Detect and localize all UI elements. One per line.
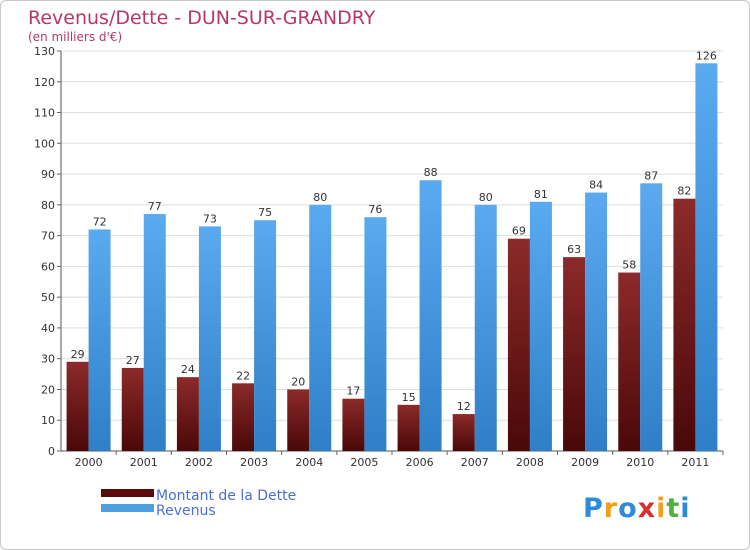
- bar-revenus-2010: [640, 183, 663, 452]
- ytick-label-90: 90: [41, 168, 55, 181]
- xtick-label-2001: 2001: [130, 456, 158, 469]
- xtick-label-2000: 2000: [75, 456, 103, 469]
- xtick-label-2011: 2011: [681, 456, 709, 469]
- ytick-label-100: 100: [34, 137, 55, 150]
- bar-debt-2009: [563, 257, 586, 451]
- data-label-revenus-2007: 80: [479, 191, 493, 204]
- proxiti-logo: Proxiti: [583, 493, 691, 524]
- data-label-revenus-2011: 126: [696, 49, 717, 62]
- data-label-debt-2011: 82: [677, 185, 691, 198]
- ytick-label-0: 0: [48, 445, 55, 458]
- bar-debt-2010: [618, 272, 641, 451]
- ytick-label-50: 50: [41, 291, 55, 304]
- bar-debt-2006: [397, 404, 420, 451]
- ytick-label-130: 130: [34, 45, 55, 58]
- bar-debt-2001: [121, 367, 144, 451]
- xtick-label-2005: 2005: [350, 456, 378, 469]
- xtick-label-2004: 2004: [295, 456, 323, 469]
- bar-revenus-2005: [364, 217, 387, 451]
- bar-revenus-2006: [419, 180, 442, 451]
- ytick-label-70: 70: [41, 230, 55, 243]
- data-labels: 29 72 27 77 24 73 22 75 20 80 17 76 15 88 12 80 69 81 63 84…: [71, 49, 717, 413]
- bar-debt-2008: [507, 238, 530, 451]
- data-label-debt-2009: 63: [567, 243, 581, 256]
- bar-revenus-2009: [585, 192, 608, 452]
- axes: 0 10 20 30 40 50 60 70 80 90 100 110 120 130 2000 2001 2…: [34, 45, 724, 469]
- legend-label-debt: Montant de la Dette: [156, 488, 296, 504]
- bar-debt-2002: [176, 377, 199, 451]
- xtick-label-2006: 2006: [406, 456, 434, 469]
- ytick-label-110: 110: [34, 107, 55, 120]
- data-label-revenus-2003: 75: [258, 206, 272, 219]
- bar-revenus-2011: [695, 63, 718, 452]
- ytick-label-30: 30: [41, 353, 55, 366]
- ytick-label-80: 80: [41, 199, 55, 212]
- bar-debt-2000: [66, 361, 89, 451]
- ytick-label-10: 10: [41, 414, 55, 427]
- data-label-revenus-2000: 72: [93, 215, 107, 228]
- ytick-label-40: 40: [41, 322, 55, 335]
- bar-debt-2003: [232, 383, 255, 451]
- bar-revenus-2001: [143, 214, 166, 451]
- logo-letter: t: [666, 493, 680, 524]
- chart-subtitle: (en milliers d'€): [28, 30, 122, 44]
- data-label-debt-2001: 27: [126, 354, 140, 367]
- logo-letter: o: [618, 493, 638, 524]
- data-label-debt-2003: 22: [236, 369, 250, 382]
- data-label-revenus-2010: 87: [644, 169, 658, 182]
- bars: [66, 63, 718, 452]
- bar-debt-2011: [673, 198, 696, 451]
- data-label-debt-2007: 12: [457, 400, 471, 413]
- data-label-debt-2010: 58: [622, 259, 636, 272]
- grid-lines: [61, 50, 723, 421]
- legend-swatch-revenus: [101, 504, 154, 512]
- bar-revenus-2004: [309, 204, 332, 451]
- data-label-debt-2006: 15: [402, 391, 416, 404]
- data-label-debt-2004: 20: [291, 375, 305, 388]
- logo-letter: P: [583, 493, 604, 524]
- data-label-debt-2000: 29: [71, 348, 85, 361]
- logo-letter: x: [638, 493, 656, 524]
- bar-revenus-2000: [88, 229, 111, 451]
- legend-swatch-debt: [101, 489, 154, 497]
- logo-letter: i: [656, 493, 666, 524]
- data-label-revenus-2009: 84: [589, 179, 603, 192]
- legend: Montant de la Dette Revenus: [101, 488, 296, 519]
- bar-revenus-2007: [474, 204, 497, 451]
- data-label-revenus-2005: 76: [368, 203, 382, 216]
- bar-revenus-2002: [198, 226, 221, 451]
- bar-revenus-2008: [529, 201, 552, 451]
- xtick-label-2003: 2003: [240, 456, 268, 469]
- ytick-label-60: 60: [41, 260, 55, 273]
- data-label-debt-2002: 24: [181, 363, 195, 376]
- legend-label-revenus: Revenus: [156, 503, 216, 519]
- bar-revenus-2003: [254, 220, 277, 451]
- data-label-revenus-2002: 73: [203, 212, 217, 225]
- data-label-debt-2008: 69: [512, 225, 526, 238]
- data-label-revenus-2008: 81: [534, 188, 548, 201]
- xtick-label-2009: 2009: [571, 456, 599, 469]
- data-label-revenus-2006: 88: [424, 166, 438, 179]
- bar-debt-2005: [342, 398, 365, 451]
- data-label-revenus-2001: 77: [148, 200, 162, 213]
- ytick-label-120: 120: [34, 76, 55, 89]
- logo-letter: i: [680, 493, 690, 524]
- bar-debt-2004: [287, 389, 310, 451]
- data-label-revenus-2004: 80: [313, 191, 327, 204]
- xtick-label-2002: 2002: [185, 456, 213, 469]
- xtick-label-2008: 2008: [516, 456, 544, 469]
- xtick-label-2007: 2007: [461, 456, 489, 469]
- xtick-label-2010: 2010: [626, 456, 654, 469]
- data-label-debt-2005: 17: [346, 385, 360, 398]
- chart-title: Revenus/Dette - DUN-SUR-GRANDRY: [28, 7, 376, 29]
- bar-debt-2007: [452, 414, 475, 451]
- ytick-label-20: 20: [41, 383, 55, 396]
- logo-letter: r: [604, 493, 618, 524]
